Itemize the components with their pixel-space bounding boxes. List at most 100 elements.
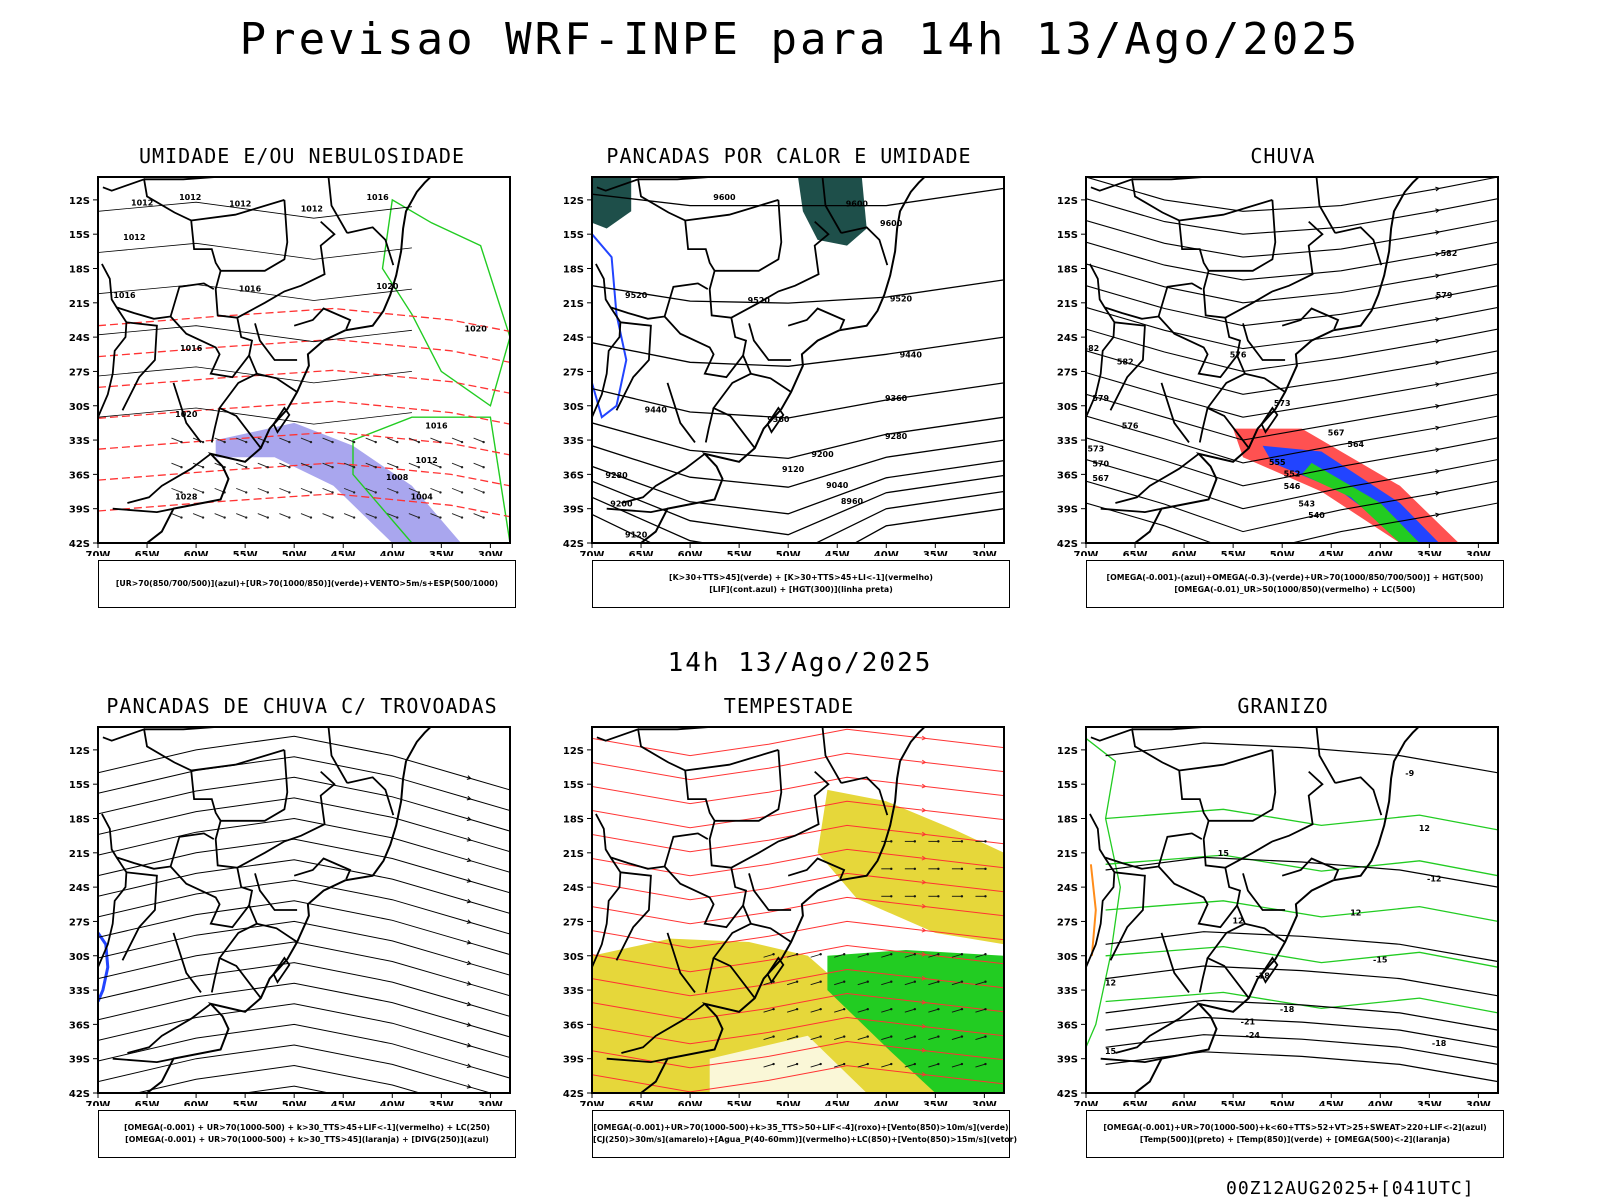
wind-vector	[257, 513, 268, 518]
wind-vector-head	[288, 440, 291, 444]
wind-vector-head	[843, 953, 846, 956]
streamline	[592, 1040, 1004, 1069]
wind-vector-head	[819, 953, 822, 956]
lon-tick-label: 60W	[1172, 1100, 1197, 1106]
streamline-arrow	[921, 879, 927, 885]
humidity-mid-level-area	[215, 422, 461, 543]
political-border	[256, 372, 298, 393]
political-border	[1335, 776, 1383, 816]
lat-tick-label: 30S	[563, 402, 584, 413]
lat-tick-label: 30S	[69, 952, 90, 963]
streamline-arrow	[1435, 403, 1441, 409]
wind-vector-head	[984, 953, 987, 956]
wind-vector-head	[960, 953, 964, 956]
political-border	[1198, 407, 1209, 443]
lat-tick-label: 21S	[69, 299, 90, 310]
wind-vector	[473, 462, 484, 468]
wind-vector	[300, 437, 312, 443]
wind-vector	[451, 487, 463, 493]
wind-vector	[257, 437, 268, 443]
wind-vector	[430, 487, 441, 493]
streamline-arrow	[1435, 490, 1441, 496]
streamline-arrow	[921, 855, 927, 861]
contour-label: -24	[1246, 1031, 1261, 1040]
temp-500-contour	[1105, 1034, 1498, 1065]
wind-vector-head	[937, 840, 940, 843]
temp-850-contour	[1105, 991, 1498, 1014]
political-border	[592, 813, 622, 998]
lat-tick-label: 18S	[69, 265, 90, 276]
wind-vector-head	[890, 840, 893, 843]
wind-vector	[430, 462, 441, 468]
wind-vector-head	[819, 1062, 822, 1066]
wind-vector	[343, 437, 355, 443]
political-border	[1160, 382, 1190, 443]
wind-vector	[975, 1036, 986, 1041]
political-border	[1244, 922, 1286, 943]
political-border	[592, 263, 622, 448]
map-granizo: -9 12 -12 15 12 12 -15 12 -18 -18 -21 -24 -18 15 12S 15…	[1057, 726, 1499, 1106]
wind-vector-head	[937, 1007, 940, 1011]
lon-tick-label: 65W	[135, 1100, 160, 1106]
streamline	[1086, 350, 1498, 395]
contour-label: 1008	[386, 473, 409, 482]
wind-vector	[279, 462, 290, 468]
political-border	[841, 226, 889, 266]
contour-label: 564	[1347, 440, 1364, 449]
wind-vector	[881, 1008, 892, 1013]
map-content: 9600 9600 9600 9520 9520 9520 9440 9440 9360 9360…	[592, 177, 1004, 543]
political-border	[1242, 323, 1286, 361]
political-border	[621, 1003, 706, 1054]
lon-tick-label: 40W	[874, 550, 899, 556]
streamline-arrow	[1435, 512, 1441, 518]
coastline	[98, 727, 432, 1093]
political-border	[1281, 857, 1340, 880]
streamline-arrow	[1435, 338, 1441, 344]
political-border	[293, 307, 352, 330]
streamline	[1086, 458, 1498, 510]
streamline-arrow	[466, 1084, 472, 1089]
wind-vector-head	[396, 466, 399, 469]
lat-tick-label: 42S	[69, 539, 90, 550]
jet-stream-area	[592, 938, 946, 1093]
thickness-contour	[98, 307, 510, 333]
wind-vector	[786, 953, 798, 958]
legend-line: [K>30+TTS>45](verde) + [K>30+TTS>45+LI<-…	[669, 573, 933, 582]
contour-label: 1016	[425, 422, 448, 431]
wind-vector-head	[439, 466, 442, 469]
wind-vector	[904, 1008, 915, 1013]
wind-vector	[451, 437, 463, 443]
map-frame	[591, 726, 1005, 1094]
contour-label: 9440	[645, 406, 668, 415]
streamline	[592, 752, 1004, 781]
wind-vector	[236, 437, 247, 443]
wind-vector-head	[331, 491, 334, 494]
streamline-arrow	[1435, 469, 1441, 474]
wind-vector-head	[180, 440, 183, 444]
wind-vector-head	[331, 516, 334, 519]
wind-vector	[857, 1008, 868, 1013]
political-border	[112, 1057, 174, 1064]
streamline-arrow	[466, 898, 472, 904]
political-border	[750, 922, 792, 943]
wind-vector	[387, 513, 398, 518]
political-border	[116, 282, 215, 320]
wind-vector-head	[843, 1007, 846, 1011]
legend-line: [OMEGA(-0.01)_UR>50(1000/850)(vermelho) …	[1174, 585, 1416, 594]
streamline	[592, 992, 1004, 1021]
map-frame	[97, 176, 511, 544]
wind-vector-head	[352, 491, 356, 494]
contour-label: -18	[1432, 1039, 1447, 1048]
wind-vector	[881, 953, 892, 958]
wind-vector	[236, 462, 247, 468]
panel-title: CHUVA	[1250, 144, 1316, 168]
wind-vector-head	[890, 895, 893, 898]
lat-tick-label: 30S	[563, 952, 584, 963]
political-border	[1115, 1003, 1200, 1054]
streamline-arrow	[921, 999, 927, 1005]
streamline-arrow	[467, 1105, 471, 1106]
lat-tick-label: 39S	[1057, 505, 1078, 516]
lat-tick-label: 12S	[563, 746, 584, 757]
lon-tick-label: 30W	[972, 1100, 997, 1106]
